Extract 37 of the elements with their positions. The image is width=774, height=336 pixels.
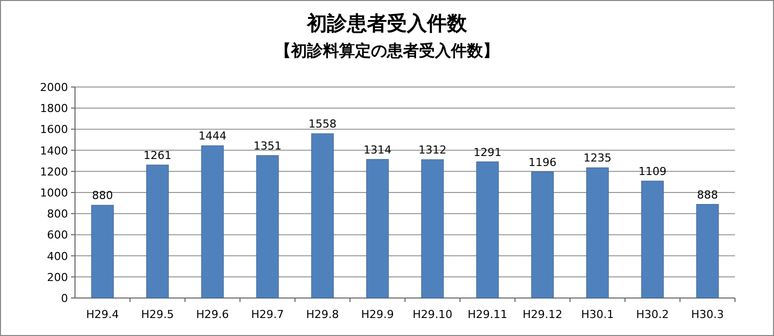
y-tick-label: 200 — [47, 270, 68, 284]
y-tick-label: 400 — [47, 250, 68, 263]
x-tick-label: H29.8 — [306, 308, 339, 321]
y-tick-label: 2000 — [40, 81, 68, 94]
y-tick-label: 600 — [47, 228, 68, 242]
data-label: 1558 — [308, 118, 336, 131]
y-tick-label: 0 — [61, 292, 68, 305]
data-label: 1312 — [418, 144, 446, 157]
data-label: 1444 — [198, 130, 226, 143]
data-label: 1351 — [254, 139, 282, 152]
x-tick-label: H29.10 — [412, 308, 452, 321]
x-tick-label: H29.4 — [86, 308, 119, 321]
x-tick-label: H30.2 — [636, 308, 669, 321]
y-tick-label: 1600 — [40, 123, 68, 136]
data-label: 1291 — [474, 146, 502, 159]
data-label: 880 — [92, 189, 113, 202]
y-tick-label: 1200 — [40, 165, 68, 178]
y-tick-label: 800 — [47, 208, 68, 221]
x-tick-label: H29.7 — [251, 308, 284, 321]
y-tick-label: 1800 — [40, 102, 68, 116]
chart-subtitle: 【初診料算定の患者受入件数】 — [275, 41, 499, 60]
x-tick-label: H29.6 — [196, 308, 229, 321]
x-tick-label: H29.11 — [468, 308, 508, 321]
x-tick-label: H29.5 — [141, 308, 174, 321]
x-tick-label: H30.3 — [691, 308, 724, 321]
x-tick-label: H30.1 — [581, 308, 614, 321]
data-label: 1196 — [528, 156, 556, 169]
data-label: 1109 — [638, 165, 666, 178]
data-label: 1314 — [364, 143, 392, 156]
data-label: 1261 — [144, 148, 172, 162]
y-tick-label: 1400 — [40, 144, 68, 158]
data-label: 1235 — [584, 152, 612, 165]
y-tick-label: 1000 — [40, 186, 68, 200]
x-tick-label: H29.9 — [361, 308, 394, 321]
x-tick-label: H29.12 — [522, 308, 562, 321]
chart-title: 初診患者受入件数 — [306, 11, 468, 35]
data-label: 888 — [697, 188, 718, 202]
